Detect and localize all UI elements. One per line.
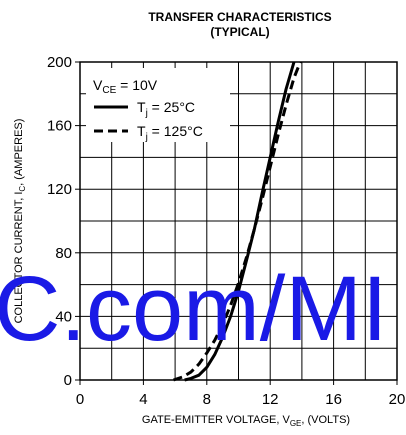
chart-title: TRANSFER CHARACTERISTICS <box>148 10 331 24</box>
legend-condition: VCE = 10V <box>93 77 158 96</box>
legend: VCE = 10V Tj = 25°C Tj = 125°C <box>86 68 230 143</box>
y-tick-label: 120 <box>47 181 72 198</box>
y-tick-label: 160 <box>47 118 72 135</box>
series-layer <box>173 61 302 382</box>
chart-subtitle: (TYPICAL) <box>210 25 269 39</box>
x-axis-label: GATE-EMITTER VOLTAGE, VGE, (VOLTS) <box>142 414 350 428</box>
x-tick-label: 0 <box>76 391 84 408</box>
x-tick-label: 4 <box>139 391 147 408</box>
y-tick-label: 40 <box>55 308 72 325</box>
plot-frame <box>79 61 398 381</box>
legend-label-125c: Tj = 125°C <box>137 123 203 143</box>
watermark-text: C.com/MI <box>0 258 388 360</box>
grid <box>80 62 397 380</box>
legend-label-25c: Tj = 25°C <box>137 99 195 119</box>
y-axis: 0 40 80 120 160 200 <box>47 54 80 389</box>
series-line-125c <box>173 61 302 382</box>
y-axis-label: COLLECTOR CURRENT, IC, (AMPERES) <box>13 119 27 324</box>
y-tick-label: 0 <box>64 372 72 389</box>
series-line-25c <box>184 61 296 382</box>
plot-border <box>79 61 398 381</box>
x-tick-label: 20 <box>389 391 406 408</box>
y-tick-label: 80 <box>55 245 72 262</box>
x-axis: 0 4 8 12 16 20 <box>76 380 406 408</box>
y-tick-label: 200 <box>47 54 72 71</box>
x-tick-label: 16 <box>325 391 342 408</box>
x-tick-label: 8 <box>203 391 211 408</box>
x-tick-label: 12 <box>262 391 279 408</box>
